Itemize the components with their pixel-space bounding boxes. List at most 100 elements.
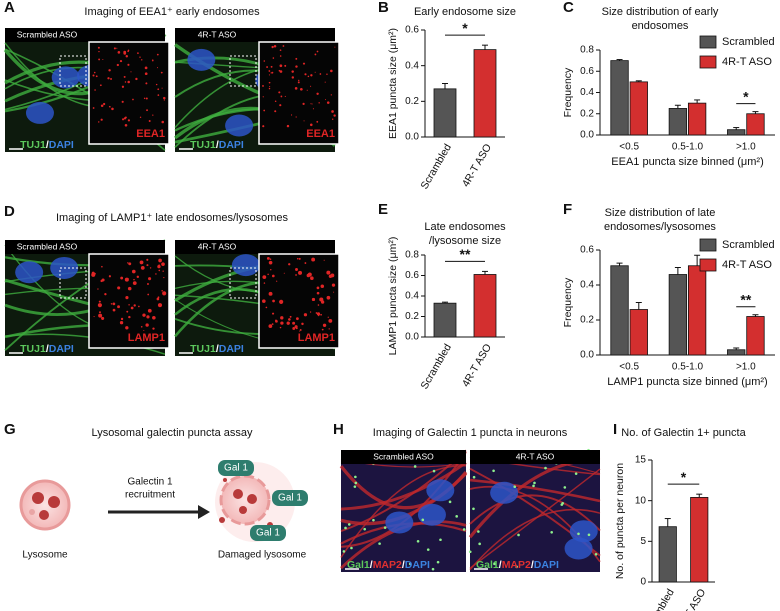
y-tick-label: 0.4 xyxy=(405,291,419,302)
puncta xyxy=(98,300,101,303)
inset-box xyxy=(229,55,257,87)
puncta xyxy=(132,281,137,286)
stain: TUJ1 xyxy=(20,139,46,151)
puncta xyxy=(265,306,268,309)
puncta xyxy=(455,515,458,518)
puncta xyxy=(162,270,164,272)
puncta xyxy=(303,313,308,317)
puncta xyxy=(299,328,302,331)
puncta xyxy=(462,528,466,531)
nucleus xyxy=(490,481,519,504)
puncta xyxy=(108,77,110,79)
puncta xyxy=(295,268,298,271)
y-tick-label: 5 xyxy=(640,536,646,547)
y-tick-label: 0.0 xyxy=(580,130,594,141)
puncta xyxy=(108,69,111,72)
puncta xyxy=(301,322,304,326)
label-band xyxy=(470,450,600,464)
puncta xyxy=(330,69,333,73)
inset-box xyxy=(59,267,87,299)
y-tick-label: 0.2 xyxy=(405,311,419,322)
y-tick-label: 0.4 xyxy=(405,60,419,71)
puncta xyxy=(146,264,149,267)
chart-title: /lysosome size xyxy=(429,235,501,247)
stain-label: TUJ1/DAPI xyxy=(20,139,74,151)
stain-label: Gal1/MAP2/DAPI xyxy=(476,559,559,571)
puncta xyxy=(268,74,271,76)
stain: / xyxy=(402,559,405,571)
puncta xyxy=(383,526,387,529)
puncta xyxy=(316,286,320,290)
chart-title: No. of Galectin 1+ puncta xyxy=(621,427,746,439)
puncta xyxy=(299,87,303,91)
puncta xyxy=(100,118,103,121)
puncta xyxy=(298,79,300,82)
puncta xyxy=(587,533,591,537)
puncta xyxy=(127,50,129,53)
puncta xyxy=(317,304,320,306)
puncta xyxy=(561,501,564,505)
puncta xyxy=(158,269,161,272)
puncta xyxy=(273,44,277,48)
puncta xyxy=(262,275,267,280)
puncta xyxy=(127,278,129,280)
stain: MAP2 xyxy=(502,559,531,571)
puncta xyxy=(262,299,266,303)
puncta xyxy=(152,327,155,330)
bar xyxy=(610,265,629,356)
diagram xyxy=(19,462,295,542)
puncta xyxy=(318,102,320,104)
panel-letter: F xyxy=(563,201,572,218)
condition-label: 4R-T ASO xyxy=(198,29,237,39)
puncta xyxy=(93,316,95,318)
y-tick-label: 0.2 xyxy=(405,96,419,107)
bar xyxy=(668,108,688,136)
puncta xyxy=(117,286,121,290)
puncta xyxy=(139,116,142,119)
puncta xyxy=(331,283,336,287)
nucleus xyxy=(15,261,44,284)
puncta xyxy=(314,53,317,56)
puncta xyxy=(354,475,357,479)
y-axis-label: EEA1 puncta size (μm²) xyxy=(387,28,399,139)
micrograph: Scrambled ASO LAMP1 TUJ1/DAPI xyxy=(4,239,170,356)
stain: / xyxy=(531,559,534,571)
puncta xyxy=(319,73,322,75)
puncta xyxy=(110,78,113,80)
puncta xyxy=(310,103,312,105)
puncta xyxy=(493,562,496,566)
puncta xyxy=(303,120,305,122)
puncta xyxy=(321,300,325,304)
nucleus xyxy=(231,254,260,277)
stain: TUJ1 xyxy=(190,343,216,355)
legend-swatch xyxy=(699,238,717,252)
puncta xyxy=(263,60,266,62)
y-axis-label: No. of puncta per neuron xyxy=(614,463,626,579)
node-label: Damaged lysosome xyxy=(218,550,307,561)
nucleus xyxy=(25,101,54,124)
marker-label: EEA1 xyxy=(306,128,335,140)
puncta xyxy=(266,66,269,69)
puncta xyxy=(163,96,166,100)
puncta xyxy=(128,304,130,306)
puncta xyxy=(468,550,472,554)
puncta xyxy=(304,73,307,76)
puncta xyxy=(140,325,143,328)
puncta xyxy=(120,276,124,280)
bar xyxy=(658,526,677,583)
puncta xyxy=(102,58,104,60)
puncta xyxy=(283,272,285,274)
y-tick-label: 0.2 xyxy=(580,315,594,326)
puncta xyxy=(282,45,285,47)
puncta xyxy=(269,86,271,88)
panel-letter: E xyxy=(378,201,388,218)
puncta xyxy=(378,542,381,545)
puncta xyxy=(295,274,297,276)
x-tick-label: >1.0 xyxy=(736,362,756,373)
puncta xyxy=(297,81,300,84)
stain: Gal1 xyxy=(476,559,499,571)
puncta xyxy=(472,507,475,511)
puncta xyxy=(268,87,271,90)
stain: / xyxy=(216,139,219,151)
puncta xyxy=(577,532,580,536)
